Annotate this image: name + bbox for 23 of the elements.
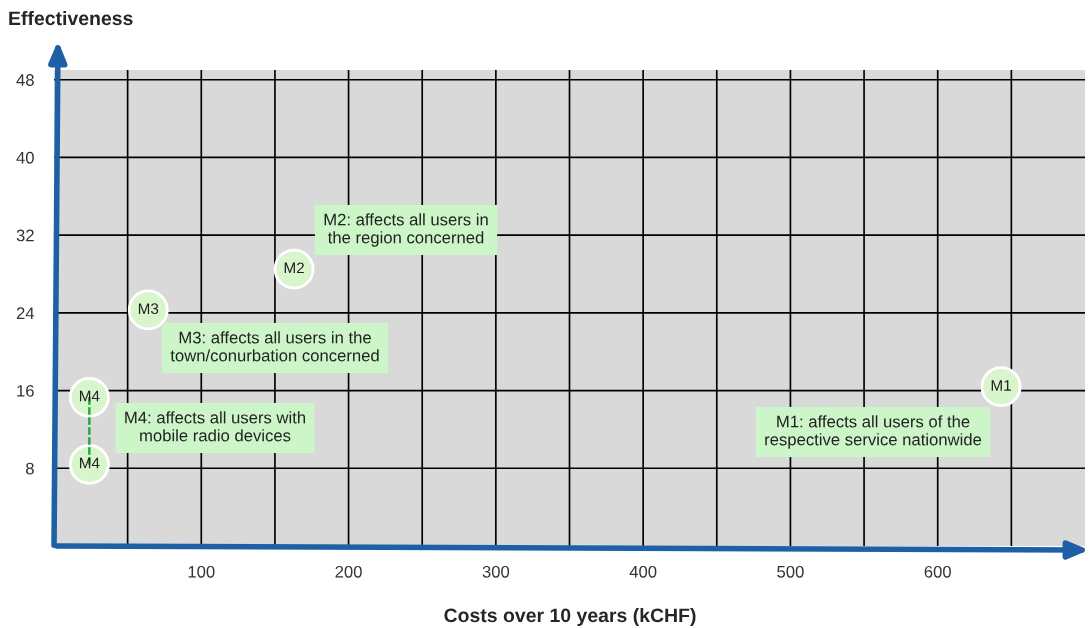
data-label: M2 — [284, 262, 304, 274]
y-tick-label: 16 — [17, 384, 34, 397]
data-label: M4 — [79, 457, 100, 469]
y-tick-label: 48 — [16, 74, 34, 86]
y-axis-title: Effectiveness — [9, 10, 133, 26]
x-tick-label: 300 — [482, 565, 510, 578]
x-tick-label: 400 — [629, 565, 657, 578]
annotation: M2: affects all users in the region concerned — [324, 213, 488, 247]
x-tick-label: 600 — [924, 565, 951, 578]
annotation: M3: affects all users in the town/conurbation concerned — [170, 331, 379, 362]
x-tick-label: 200 — [335, 565, 362, 578]
data-label: M3 — [138, 303, 159, 315]
y-tick-label: 8 — [26, 462, 34, 475]
x-axis-title: Costs over 10 years (kCHF) — [444, 607, 696, 627]
y-tick-label: 32 — [16, 229, 34, 242]
annotation: M4: affects all users with mobile radio devices — [125, 411, 306, 442]
data-label: M1 — [991, 380, 1011, 391]
x-tick-label: 500 — [777, 565, 804, 578]
y-tick-label: 24 — [16, 307, 35, 319]
annotation: M1: affects all users of the respective service nationwide — [765, 415, 982, 449]
y-tick-label: 40 — [16, 151, 34, 164]
x-tick-label: 100 — [188, 565, 215, 578]
data-label: M4 — [79, 390, 100, 402]
